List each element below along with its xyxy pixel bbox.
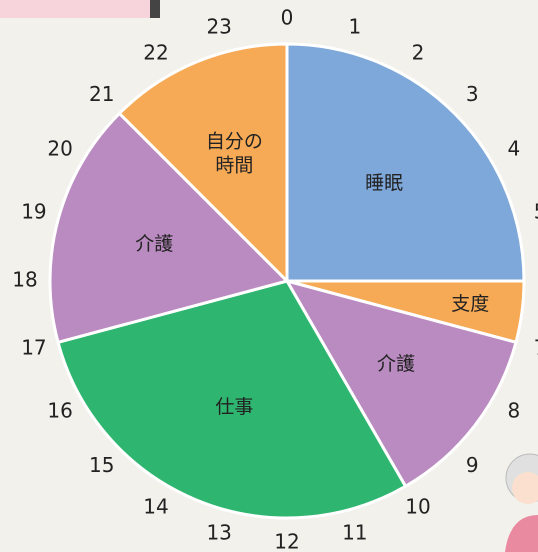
decor-illustration: [505, 515, 538, 552]
decor-illustration: [150, 0, 160, 18]
slice-label: 支度: [451, 293, 489, 317]
hour-label: 3: [466, 82, 479, 106]
hour-label: 10: [405, 494, 430, 518]
hour-label: 13: [206, 521, 231, 545]
hour-label: 16: [47, 399, 72, 423]
slice-label: 介護: [135, 234, 173, 258]
slice-label: 自分の 時間: [206, 130, 263, 178]
hour-label: 12: [274, 530, 299, 552]
hour-label: 8: [508, 399, 521, 423]
hour-label: 0: [281, 6, 294, 30]
hour-label: 2: [412, 41, 425, 65]
hour-label: 17: [21, 335, 46, 359]
hour-label: 4: [508, 137, 521, 161]
slice-label: 介護: [377, 353, 415, 377]
hour-label: 14: [143, 494, 168, 518]
hour-label: 18: [12, 268, 37, 292]
hour-label: 19: [21, 200, 46, 224]
hour-label: 5: [534, 200, 538, 224]
hour-label: 23: [206, 14, 231, 38]
hour-label: 1: [348, 14, 361, 38]
pie-slice: [287, 44, 524, 281]
hour-label: 22: [143, 41, 168, 65]
hour-label: 7: [534, 335, 538, 359]
hour-label: 21: [89, 82, 114, 106]
hour-label: 20: [47, 137, 72, 161]
slice-label: 睡眠: [365, 172, 403, 196]
hour-label: 11: [342, 521, 367, 545]
hour-label: 9: [466, 453, 479, 477]
slice-label: 仕事: [215, 396, 253, 420]
chart: 01234567891011121314151617181920212223: [0, 0, 538, 552]
hour-label: 15: [89, 453, 114, 477]
decor-illustration: [0, 0, 160, 18]
page: 01234567891011121314151617181920212223 睡…: [0, 0, 538, 552]
